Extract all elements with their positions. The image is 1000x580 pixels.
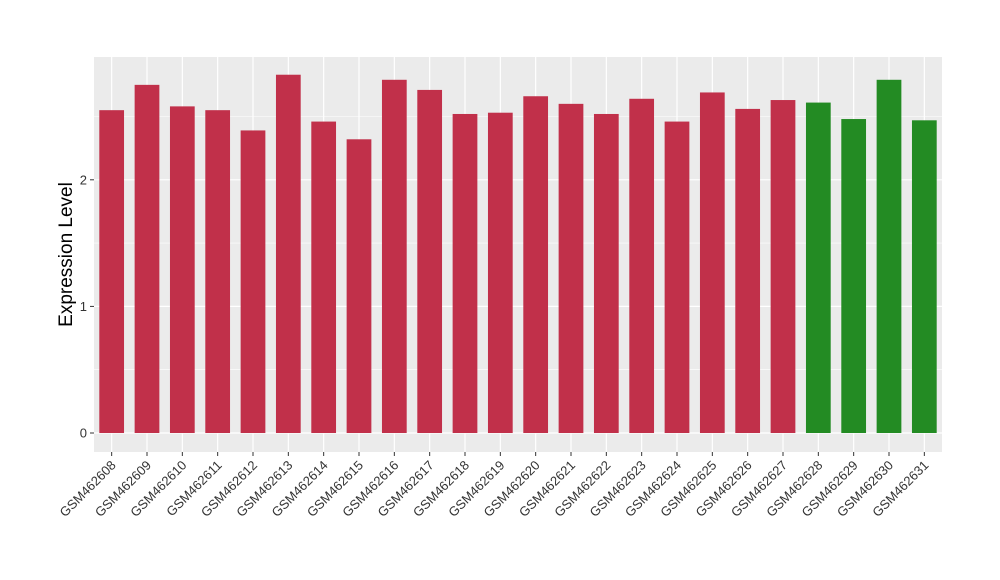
bars: [99, 74, 937, 434]
bar-GSM462625: [699, 92, 725, 434]
bar-GSM462613: [275, 74, 301, 434]
bar-GSM462611: [205, 110, 231, 434]
bar-GSM462621: [558, 103, 584, 434]
y-axis: 0 1 2: [80, 172, 94, 441]
bar-GSM462629: [841, 119, 867, 434]
minor-gridlines: [94, 116, 942, 371]
bar-GSM462617: [417, 89, 443, 434]
bar-GSM462628: [805, 102, 831, 434]
bar-GSM462614: [311, 121, 337, 434]
bar-GSM462627: [770, 100, 796, 434]
bar-GSM462620: [523, 96, 549, 434]
bar-GSM462619: [487, 112, 513, 434]
y-tick-label: 0: [80, 426, 87, 441]
bar-GSM462610: [169, 106, 195, 434]
bar-GSM462623: [629, 98, 655, 434]
x-axis: GSM462608GSM462609GSM462610GSM462611GSM4…: [57, 452, 931, 520]
bar-GSM462630: [876, 79, 902, 434]
bar-GSM462615: [346, 139, 372, 434]
bar-GSM462622: [593, 113, 619, 434]
y-tick-label: 2: [80, 172, 87, 187]
plot-panel: [94, 57, 942, 452]
bar-GSM462608: [99, 110, 125, 434]
y-tick-label: 1: [80, 299, 87, 314]
y-axis-title: Expression Level: [56, 182, 77, 327]
bar-GSM462631: [911, 120, 937, 434]
bar-GSM462616: [381, 79, 407, 434]
bar-GSM462624: [664, 121, 690, 434]
bar-GSM462612: [240, 130, 266, 434]
bar-GSM462626: [735, 108, 761, 434]
bar-GSM462618: [452, 113, 478, 434]
bar-GSM462609: [134, 84, 160, 434]
